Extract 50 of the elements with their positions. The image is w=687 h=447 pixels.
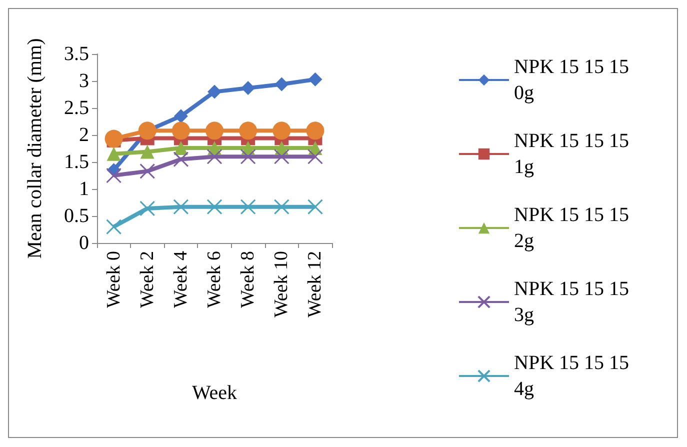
point	[174, 140, 188, 155]
point	[206, 148, 222, 164]
y-tick-label: 2	[79, 124, 89, 146]
point	[174, 109, 188, 124]
point	[240, 199, 256, 215]
x-tick-label: Week 12	[304, 251, 326, 318]
point	[173, 199, 189, 215]
legend-label: NPK 15 15 15 2g	[514, 204, 634, 252]
point	[308, 72, 322, 86]
x-tick-label: Week 2	[136, 251, 158, 308]
x-tick-label: Week 0	[103, 251, 124, 308]
y-tick-label: 3.5	[64, 43, 89, 65]
legend-label: NPK 15 15 15 4g	[514, 352, 634, 400]
point	[306, 122, 324, 140]
y-tick-label: 0.5	[64, 205, 89, 227]
point	[239, 122, 258, 140]
legend-label: NPK 15 15 15 1g	[514, 130, 634, 178]
point	[172, 122, 190, 140]
point	[206, 199, 222, 215]
y-tick-label: 2.5	[64, 97, 89, 119]
legend-label: NPK 15 15 15 3g	[514, 278, 634, 326]
point	[206, 122, 224, 140]
x-tick-label: Week 6	[204, 251, 225, 308]
x-tick-label: Week 4	[170, 250, 192, 308]
point	[104, 130, 123, 148]
point	[208, 84, 222, 99]
point	[307, 148, 323, 164]
point	[106, 168, 122, 184]
point	[140, 200, 156, 216]
y-tick-label: 1	[79, 178, 89, 200]
y-axis-title: Mean collar diameter (mm)	[24, 38, 46, 259]
legend-label: NPK 15 15 15 0g	[514, 56, 634, 104]
y-tick-label: 1.5	[64, 151, 89, 173]
point	[140, 163, 156, 179]
point	[274, 199, 290, 215]
point	[272, 122, 291, 140]
y-tick-label: 0	[79, 232, 89, 254]
point	[173, 152, 189, 168]
point	[241, 81, 256, 96]
x-tick-label: Week 8	[238, 251, 259, 308]
x-tick-label: Week 10	[271, 251, 292, 318]
point	[140, 144, 154, 159]
point	[106, 219, 122, 235]
y-tick-label: 3	[79, 70, 89, 92]
point	[106, 146, 121, 161]
point	[274, 77, 289, 92]
point	[307, 199, 323, 215]
point	[240, 148, 256, 164]
point	[274, 148, 290, 164]
x-axis-title: Week	[192, 382, 238, 404]
